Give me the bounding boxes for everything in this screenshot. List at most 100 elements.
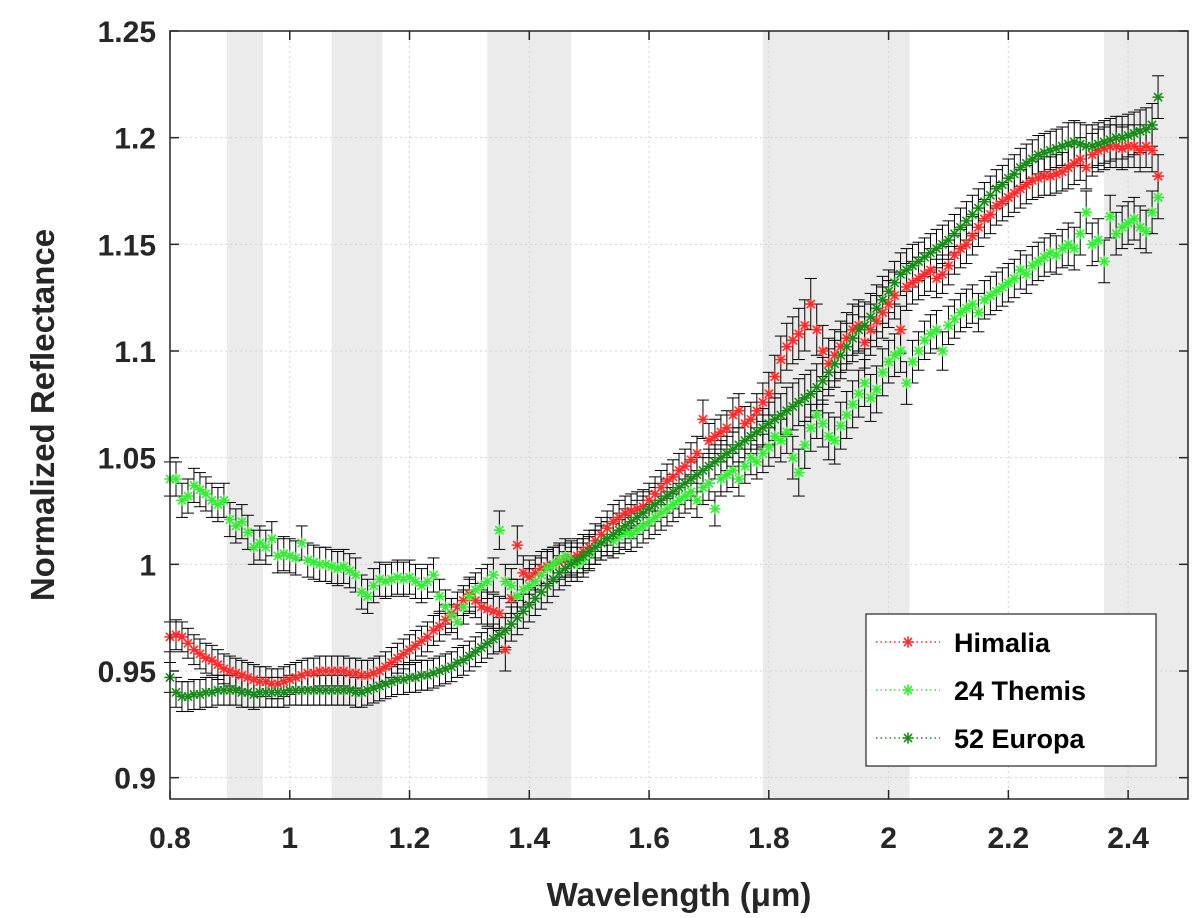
marker-stroke (470, 585, 480, 595)
data-point-24-themis (1104, 210, 1116, 223)
data-point-52-europa (912, 255, 925, 268)
marker-stroke (1069, 244, 1079, 253)
data-point-52-europa (727, 443, 739, 455)
marker-stroke (746, 431, 756, 441)
marker-stroke (201, 653, 211, 663)
marker-stroke (429, 570, 438, 580)
marker-stroke (201, 489, 211, 499)
marker-stroke (453, 617, 462, 627)
data-point-himalia (763, 387, 775, 400)
marker-stroke (285, 551, 295, 561)
marker-stroke (997, 282, 1007, 292)
marker-stroke (842, 333, 852, 343)
marker-stroke (848, 333, 858, 343)
data-point-52-europa (786, 400, 799, 413)
data-point-24-themis (954, 306, 967, 319)
data-point-himalia (858, 336, 871, 349)
marker-stroke (692, 495, 702, 505)
data-point-himalia (1074, 153, 1087, 165)
marker-stroke (1117, 222, 1127, 232)
marker-stroke (375, 666, 384, 676)
marker-stroke (500, 645, 510, 655)
marker-stroke (351, 668, 361, 678)
data-point-52-europa (846, 332, 859, 345)
marker-stroke (171, 687, 181, 697)
marker-stroke (674, 495, 684, 505)
marker-stroke (1141, 141, 1151, 151)
marker-stroke (788, 453, 798, 463)
marker-stroke (1081, 163, 1091, 172)
data-point-24-themis (176, 494, 188, 507)
data-point-himalia (954, 242, 967, 255)
marker-stroke (1027, 154, 1037, 164)
marker-stroke (686, 474, 696, 484)
data-point-24-themis (816, 417, 829, 430)
data-point-52-europa (619, 520, 631, 532)
data-point-himalia (709, 430, 721, 443)
data-point-himalia (894, 323, 907, 336)
marker-stroke (261, 677, 271, 687)
marker-stroke (920, 252, 929, 262)
data-point-52-europa (679, 477, 691, 490)
marker-stroke (303, 668, 313, 678)
marker-stroke (476, 602, 486, 612)
data-point-24-themis (1128, 212, 1140, 225)
x-axis-ticks: 0.8 1 1.2 1.4 1.6 1.8 2 2.2 2.4 (149, 31, 1149, 855)
data-point-24-themis (876, 366, 889, 379)
marker-stroke (614, 532, 624, 542)
data-point-52-europa (601, 532, 613, 545)
data-point-himalia (194, 648, 206, 660)
legend-box (865, 613, 1157, 767)
data-point-himalia (774, 353, 787, 366)
marker-stroke (177, 632, 187, 642)
marker-stroke (482, 604, 492, 614)
marker-stroke (201, 687, 211, 697)
marker-stroke (878, 367, 888, 377)
data-point-24-themis (763, 441, 775, 453)
marker-stroke (1153, 171, 1163, 181)
marker-stroke (255, 677, 265, 687)
data-point-himalia (176, 631, 188, 643)
data-point-52-europa (852, 323, 865, 336)
data-point-24-themis (643, 515, 655, 528)
marker-stroke (1141, 124, 1151, 134)
marker-stroke (812, 410, 822, 420)
marker-stroke (644, 517, 654, 527)
marker-stroke (1153, 193, 1163, 202)
marker-stroke (903, 637, 913, 647)
marker-stroke (1087, 239, 1097, 249)
marker-stroke (991, 184, 1001, 194)
data-point-24-themis (691, 494, 703, 507)
marker-stroke (908, 357, 917, 367)
data-point-52-europa (553, 567, 566, 579)
data-point-24-themis (649, 511, 661, 524)
data-point-52-europa (613, 524, 625, 537)
marker-stroke (872, 316, 882, 326)
y-tick-label: 0.95 (98, 656, 156, 689)
data-point-24-themis (230, 520, 242, 532)
marker-stroke (195, 485, 205, 495)
marker-stroke (770, 431, 780, 441)
data-point-24-themis (182, 490, 194, 502)
marker-stroke (991, 201, 1001, 211)
data-point-52-europa (565, 558, 578, 571)
marker-stroke (279, 549, 289, 559)
marker-stroke (1069, 137, 1079, 147)
marker-stroke (740, 436, 750, 446)
marker-stroke (608, 536, 618, 546)
marker-stroke (393, 572, 402, 582)
marker-stroke (830, 359, 840, 369)
marker-stroke (770, 414, 780, 424)
marker-stroke (1111, 133, 1121, 143)
marker-stroke (836, 350, 846, 360)
x-tick-label: 0.8 (149, 822, 191, 855)
data-point-52-europa (709, 456, 721, 468)
data-point-52-europa (900, 264, 913, 276)
marker-stroke (195, 649, 205, 659)
marker-stroke (854, 389, 864, 399)
data-point-himalia (1122, 140, 1134, 152)
data-point-52-europa (763, 417, 775, 430)
data-point-52-europa (1020, 157, 1033, 170)
data-point-himalia (966, 230, 979, 242)
marker-stroke (860, 320, 870, 330)
